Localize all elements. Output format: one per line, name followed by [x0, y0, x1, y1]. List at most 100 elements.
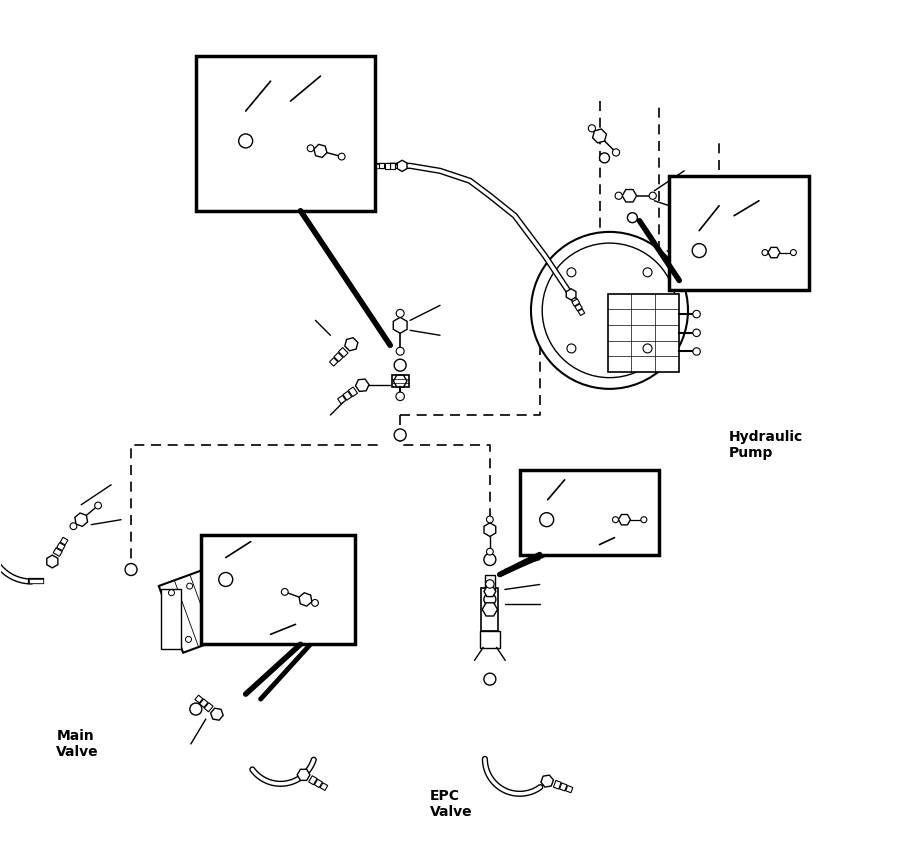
Circle shape [125, 564, 137, 576]
Polygon shape [343, 391, 351, 400]
Circle shape [613, 516, 618, 522]
Circle shape [394, 360, 406, 371]
Polygon shape [205, 703, 214, 711]
Circle shape [190, 703, 202, 715]
Circle shape [486, 580, 494, 589]
Circle shape [394, 429, 406, 441]
Polygon shape [334, 353, 343, 361]
Polygon shape [578, 309, 585, 315]
Bar [196, 56, 375, 210]
Text: EPC
Valve: EPC Valve [430, 789, 473, 819]
Polygon shape [305, 163, 311, 169]
Circle shape [281, 589, 288, 595]
Circle shape [693, 310, 700, 318]
Polygon shape [541, 775, 553, 787]
Circle shape [240, 616, 246, 622]
Polygon shape [295, 164, 299, 168]
Circle shape [338, 153, 345, 160]
Circle shape [396, 392, 405, 400]
Circle shape [241, 563, 247, 569]
Polygon shape [484, 523, 496, 537]
Circle shape [615, 192, 623, 199]
Polygon shape [553, 780, 561, 789]
Circle shape [613, 149, 620, 156]
Circle shape [649, 192, 656, 199]
Polygon shape [390, 163, 396, 169]
Circle shape [484, 673, 496, 685]
Circle shape [487, 516, 493, 523]
Polygon shape [618, 515, 631, 525]
Polygon shape [314, 779, 323, 788]
Circle shape [186, 636, 192, 643]
Polygon shape [482, 603, 497, 616]
Polygon shape [320, 783, 328, 790]
Polygon shape [299, 593, 312, 606]
Polygon shape [566, 289, 576, 300]
Text: Main
Valve: Main Valve [56, 729, 99, 759]
Polygon shape [309, 776, 317, 784]
Circle shape [70, 523, 77, 530]
Circle shape [95, 502, 102, 509]
Circle shape [239, 134, 252, 148]
Polygon shape [57, 543, 65, 550]
Polygon shape [313, 160, 323, 171]
Circle shape [259, 556, 265, 563]
Circle shape [567, 344, 576, 353]
Circle shape [312, 600, 318, 606]
Polygon shape [159, 546, 292, 653]
Circle shape [599, 153, 609, 163]
Circle shape [396, 310, 405, 317]
Polygon shape [349, 387, 358, 397]
Circle shape [219, 572, 232, 587]
Bar [520, 470, 660, 555]
Polygon shape [338, 395, 346, 404]
Polygon shape [314, 144, 327, 158]
Circle shape [627, 213, 637, 223]
Polygon shape [379, 164, 384, 168]
Circle shape [641, 516, 647, 522]
Polygon shape [572, 298, 579, 306]
Circle shape [205, 577, 211, 583]
Circle shape [540, 513, 553, 527]
Polygon shape [60, 538, 68, 545]
Polygon shape [200, 699, 208, 707]
Circle shape [277, 604, 282, 610]
Circle shape [693, 348, 700, 355]
Text: Hydraulic
Pump: Hydraulic Pump [729, 430, 804, 460]
Polygon shape [566, 785, 573, 793]
Circle shape [531, 232, 688, 389]
Circle shape [643, 344, 652, 353]
Polygon shape [345, 338, 358, 351]
Polygon shape [330, 358, 338, 366]
Circle shape [204, 630, 210, 636]
Bar [669, 176, 809, 290]
Bar [607, 293, 678, 372]
Polygon shape [560, 783, 567, 791]
Polygon shape [47, 555, 58, 568]
Circle shape [222, 623, 228, 629]
Polygon shape [53, 548, 62, 556]
Circle shape [567, 268, 576, 276]
Polygon shape [385, 163, 389, 169]
Polygon shape [393, 317, 407, 333]
Polygon shape [768, 248, 780, 258]
Polygon shape [623, 190, 637, 202]
Polygon shape [339, 348, 348, 357]
Circle shape [790, 249, 796, 255]
Bar [161, 589, 181, 650]
Polygon shape [300, 163, 305, 169]
Circle shape [643, 268, 652, 276]
Circle shape [588, 125, 596, 132]
Bar [201, 534, 355, 644]
Circle shape [484, 594, 496, 605]
Circle shape [487, 549, 493, 555]
Circle shape [542, 243, 677, 377]
Circle shape [693, 329, 700, 337]
Polygon shape [195, 695, 203, 703]
Polygon shape [593, 129, 606, 142]
Polygon shape [575, 304, 582, 311]
Polygon shape [211, 708, 223, 720]
Circle shape [258, 610, 264, 616]
Circle shape [762, 249, 768, 255]
Polygon shape [397, 160, 407, 171]
